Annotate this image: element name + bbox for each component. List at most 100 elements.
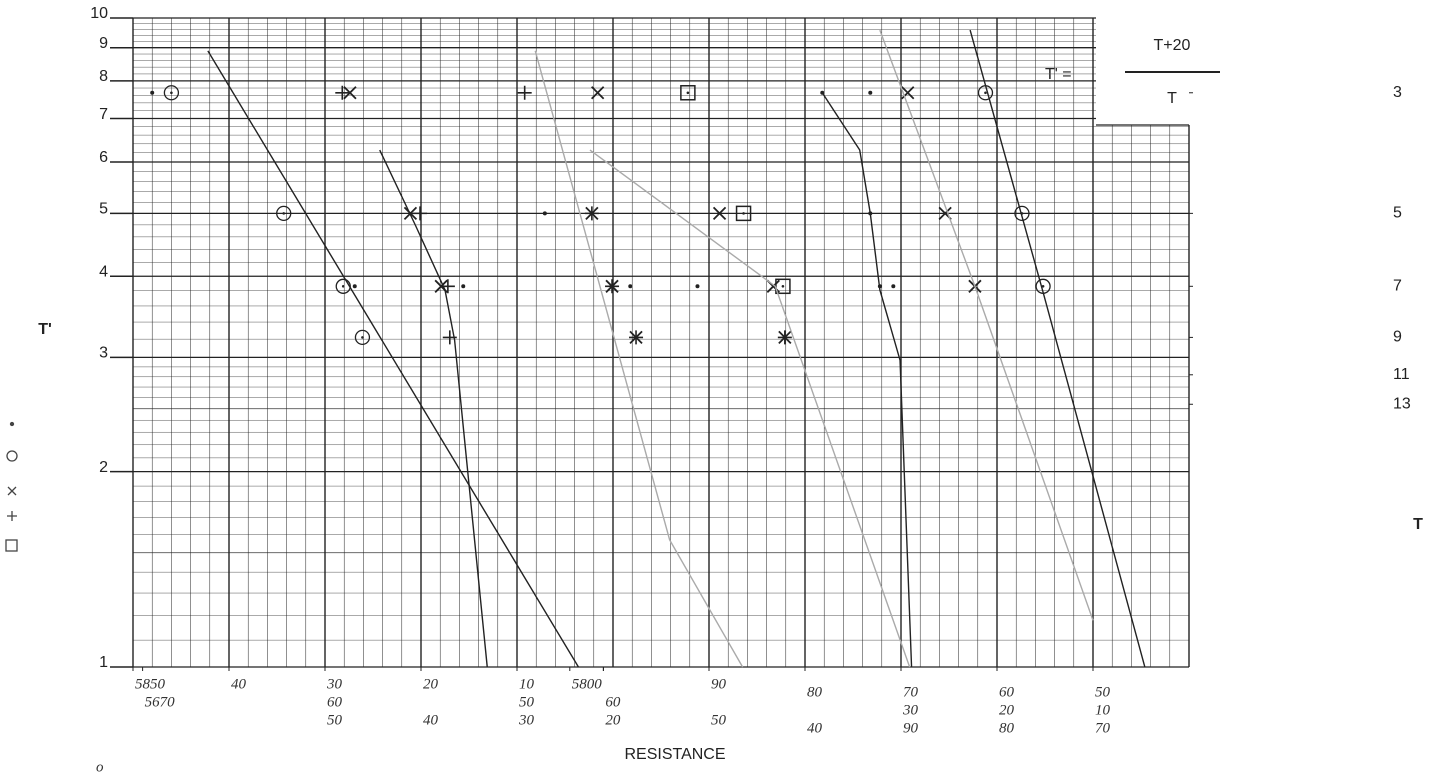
- ring: [1014, 205, 1030, 222]
- point-plus: [584, 206, 599, 221]
- x-tick-label: 70: [1095, 720, 1111, 736]
- point-dot: [542, 211, 547, 216]
- point-x: [901, 86, 915, 100]
- trend-line: [589, 149, 911, 668]
- y-tick-label: 9: [99, 35, 108, 52]
- trend-line: [379, 149, 488, 668]
- point-dot: [150, 90, 155, 95]
- dot: [542, 211, 547, 216]
- x-tick-label: 50: [327, 712, 343, 728]
- point-plus: [629, 330, 644, 345]
- point-circle: [354, 329, 371, 346]
- point-plus: [517, 85, 532, 100]
- box-dot: [742, 212, 745, 215]
- y-tick-label: 2: [99, 459, 108, 476]
- dot: [150, 90, 155, 95]
- y-tick-label: 6: [99, 149, 108, 166]
- x-tick-label: 20: [423, 676, 439, 692]
- y2-axis-title: T: [1413, 516, 1423, 533]
- point-square: [735, 205, 752, 222]
- x-tick-label: 50: [711, 712, 727, 728]
- ring-dot: [170, 91, 173, 95]
- ring: [354, 329, 371, 346]
- x-tick-label: 80: [999, 720, 1015, 736]
- trend-line: [879, 29, 1094, 621]
- symbol-key: [5, 421, 18, 552]
- corner-mark: o: [96, 759, 104, 775]
- x-tick-label: 30: [518, 712, 535, 728]
- box-dot: [686, 91, 690, 95]
- formula-numerator: T+20: [1154, 37, 1191, 54]
- x-tick-label: 30: [326, 676, 343, 692]
- plus: [605, 279, 620, 294]
- plus: [413, 206, 428, 221]
- grid: 1 2 3 4 5 6 7 8 9 10 3 5 7 9 11 13 5850 40 30 20 10 5800 90 80 7…: [90, 5, 1411, 736]
- key-plus: [7, 511, 17, 521]
- x-tick-label: 80: [807, 684, 823, 700]
- point-plus: [777, 330, 792, 345]
- x-tick-label: 5850: [135, 676, 166, 692]
- x-tick-label: 10: [519, 676, 535, 692]
- point-dot: [891, 284, 896, 289]
- box-dot: [781, 285, 785, 288]
- y-tick-label: 4: [99, 263, 108, 280]
- y-tick-label: 5: [99, 201, 108, 218]
- x-tick-label: 10: [1095, 702, 1111, 718]
- point-plus: [413, 206, 428, 221]
- y2-tick-label: 13: [1393, 395, 1411, 412]
- y2-tick-label: 9: [1393, 329, 1402, 346]
- cross: [343, 86, 357, 100]
- ring-dot: [984, 91, 987, 95]
- key-dot: [9, 421, 15, 427]
- trend-line: [821, 92, 913, 668]
- key-x: [7, 486, 17, 496]
- point-dot: [352, 284, 357, 289]
- ring-dot: [341, 285, 345, 288]
- ring: [163, 85, 180, 101]
- point-plus: [605, 279, 620, 294]
- x-tick-label: 90: [903, 720, 919, 736]
- x-tick-label: 20: [999, 702, 1015, 718]
- y-tick-label: 7: [99, 106, 108, 123]
- trend-line: [534, 50, 744, 668]
- point-square: [680, 85, 696, 101]
- x-tick-label: 60: [605, 694, 621, 710]
- dot: [352, 284, 357, 289]
- y2-tick-label: 5: [1393, 205, 1402, 222]
- point-circle: [163, 85, 180, 101]
- x-tick-label: 40: [423, 712, 439, 728]
- cross: [712, 206, 727, 221]
- plot: [150, 29, 1146, 668]
- y2-tick-label: 3: [1393, 84, 1402, 101]
- point-dot: [695, 284, 700, 289]
- x-tick-label: 40: [231, 676, 247, 692]
- y-tick-label: 10: [90, 5, 108, 22]
- dot: [695, 284, 700, 289]
- y2-tick-label: 7: [1393, 278, 1402, 295]
- y-tick-label: 1: [99, 654, 108, 671]
- x-tick-label: 5800: [572, 676, 603, 692]
- box: [680, 85, 696, 101]
- key-circle: [6, 450, 18, 462]
- trend-line: [969, 29, 1146, 668]
- dot: [461, 284, 466, 289]
- point-x: [591, 86, 605, 100]
- formula-denominator: T: [1167, 90, 1177, 107]
- plus: [629, 330, 644, 345]
- x-tick-label: 40: [807, 720, 823, 736]
- y-tick-label: 3: [99, 345, 108, 362]
- point-dot: [868, 90, 873, 95]
- ring-dot: [282, 212, 286, 215]
- dot: [868, 90, 873, 95]
- point-x: [343, 86, 357, 100]
- x-axis-title: RESISTANCE: [624, 746, 725, 763]
- point-dot: [628, 284, 633, 289]
- dot: [628, 284, 633, 289]
- y2-tick-label: 11: [1393, 366, 1410, 383]
- x-tick-label: 70: [903, 684, 919, 700]
- x-tick-label: 30: [902, 702, 919, 718]
- plus: [777, 330, 792, 345]
- x-tick-label: 50: [519, 694, 535, 710]
